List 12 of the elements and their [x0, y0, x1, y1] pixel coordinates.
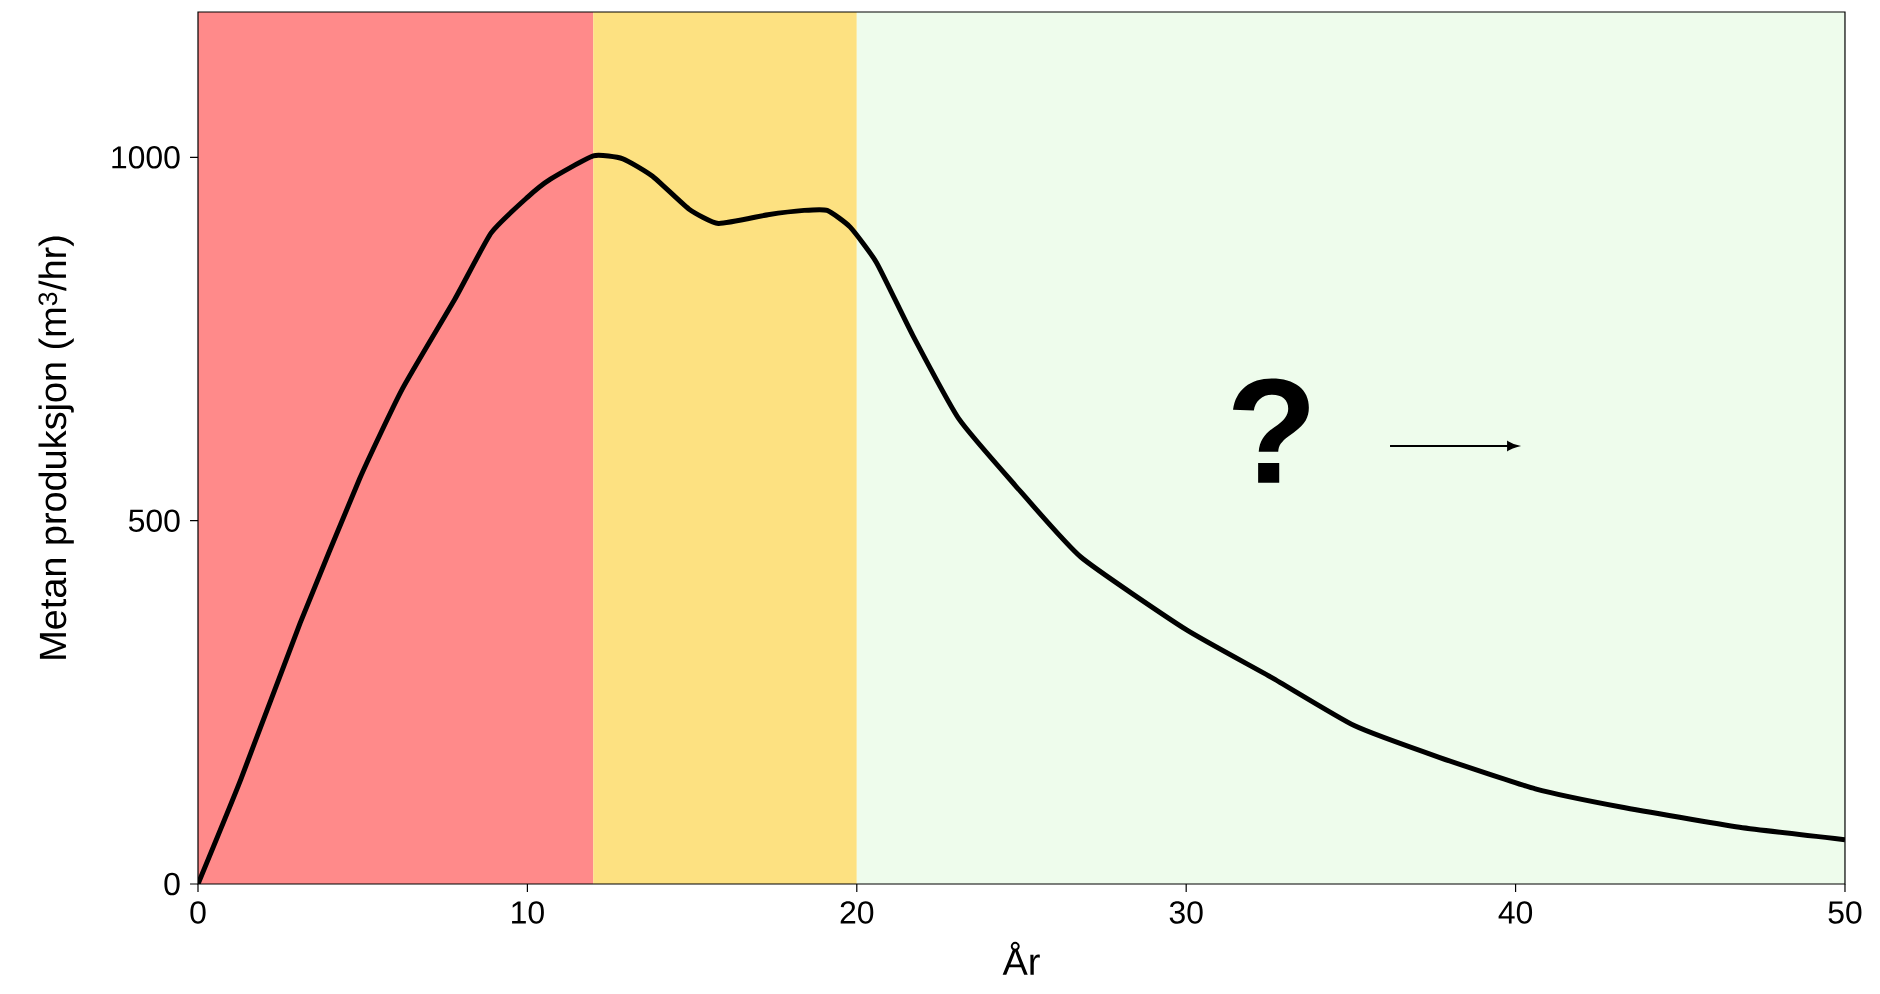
x-tick-label: 50: [1828, 901, 1862, 924]
x-axis-title: År: [1002, 941, 1040, 975]
x-tick-label: 10: [512, 901, 544, 924]
y-axis-title: Metan produksjon (m$^{3}$/hr): [38, 236, 74, 659]
y-tick-label: 0: [164, 872, 180, 896]
x-tick-label: 20: [840, 901, 874, 924]
y-tick-label: 1000: [112, 146, 180, 169]
y-tick-label: 500: [128, 509, 180, 532]
annotation: ?: [1233, 378, 1309, 483]
x-tick-label: 0: [190, 901, 206, 924]
x-tick-label: 30: [1169, 901, 1203, 924]
x-tick-label: 40: [1498, 901, 1533, 924]
